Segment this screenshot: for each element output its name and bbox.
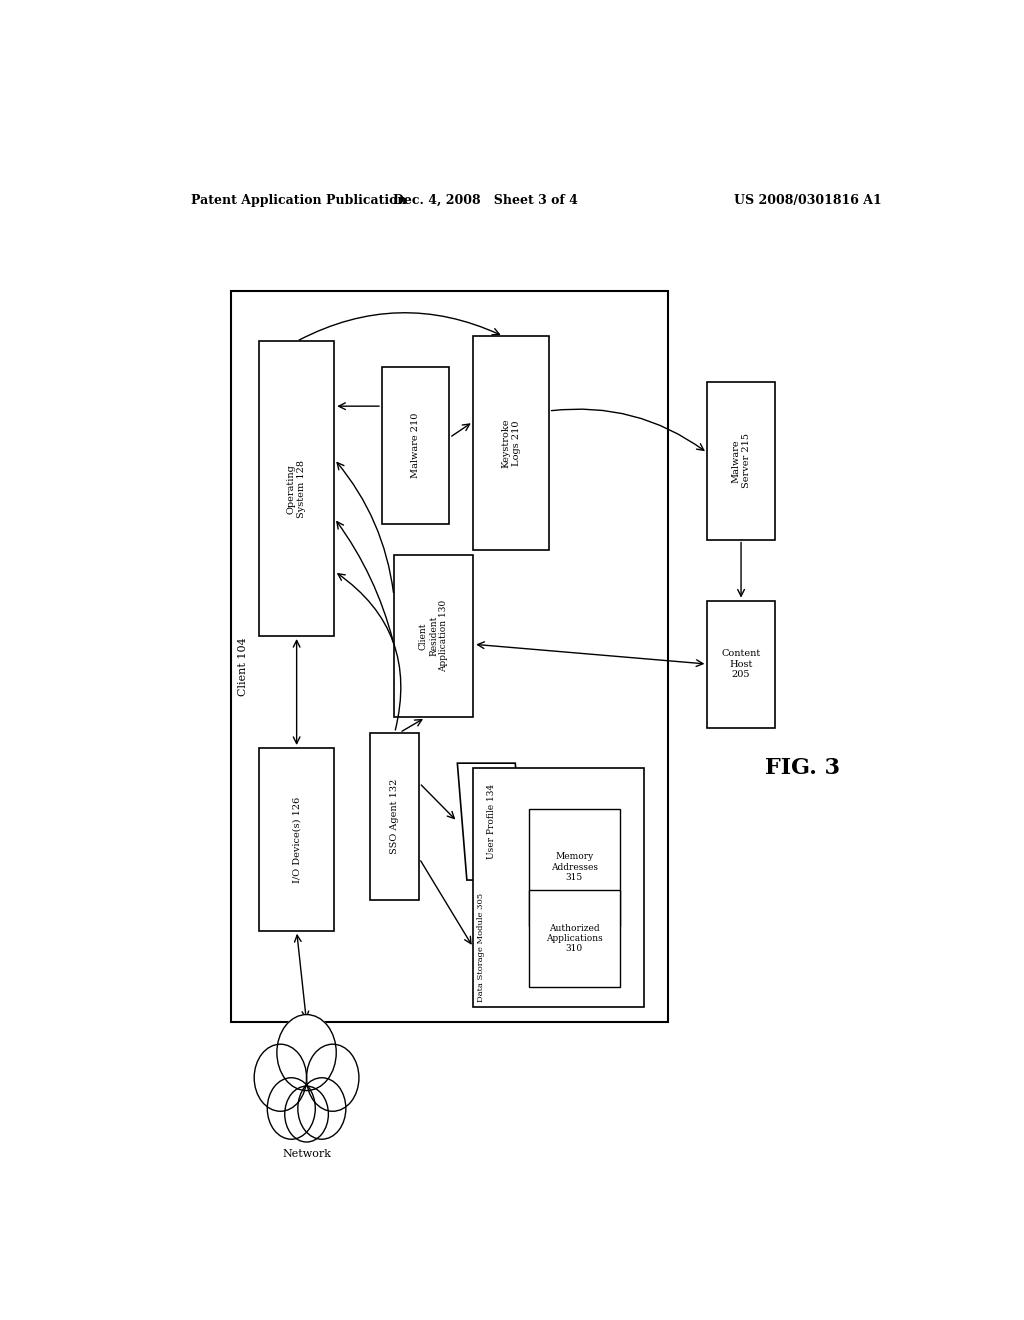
Bar — [382, 367, 450, 524]
Bar — [708, 601, 775, 727]
Bar — [528, 890, 621, 987]
Bar — [528, 809, 621, 925]
Text: Authorized
Applications
310: Authorized Applications 310 — [546, 924, 603, 953]
Text: Client 104: Client 104 — [238, 638, 248, 696]
Bar — [473, 337, 549, 549]
Polygon shape — [458, 763, 524, 880]
Bar — [708, 381, 775, 540]
Circle shape — [298, 1077, 346, 1139]
Text: I/O Device(s) 126: I/O Device(s) 126 — [292, 796, 301, 883]
Bar — [473, 768, 644, 1007]
Text: Patent Application Publication: Patent Application Publication — [191, 194, 407, 207]
Text: Data Storage Module 305: Data Storage Module 305 — [477, 892, 485, 1002]
Text: Dec. 4, 2008   Sheet 3 of 4: Dec. 4, 2008 Sheet 3 of 4 — [392, 194, 578, 207]
Bar — [370, 733, 419, 900]
Text: Content
Host
205: Content Host 205 — [722, 649, 761, 678]
Text: SSO Agent 132: SSO Agent 132 — [390, 779, 399, 854]
Text: US 2008/0301816 A1: US 2008/0301816 A1 — [734, 194, 882, 207]
Text: FIG. 3: FIG. 3 — [765, 758, 840, 779]
Bar — [259, 342, 334, 636]
Text: User Profile 134: User Profile 134 — [486, 784, 496, 859]
Text: Network: Network — [282, 1150, 331, 1159]
Circle shape — [306, 1044, 359, 1111]
Circle shape — [267, 1077, 315, 1139]
Bar — [259, 748, 334, 931]
Bar — [394, 554, 473, 718]
Circle shape — [285, 1086, 329, 1142]
Text: Keystroke
Logs 210: Keystroke Logs 210 — [501, 418, 520, 467]
Text: Operating
System 128: Operating System 128 — [287, 459, 306, 517]
Text: Malware 210: Malware 210 — [412, 413, 420, 478]
Circle shape — [276, 1015, 336, 1090]
Text: Client
Resident
Application 130: Client Resident Application 130 — [419, 601, 449, 672]
Circle shape — [254, 1044, 306, 1111]
Text: Memory
Addresses
315: Memory Addresses 315 — [551, 853, 598, 882]
Text: Malware
Server 215: Malware Server 215 — [731, 433, 751, 488]
